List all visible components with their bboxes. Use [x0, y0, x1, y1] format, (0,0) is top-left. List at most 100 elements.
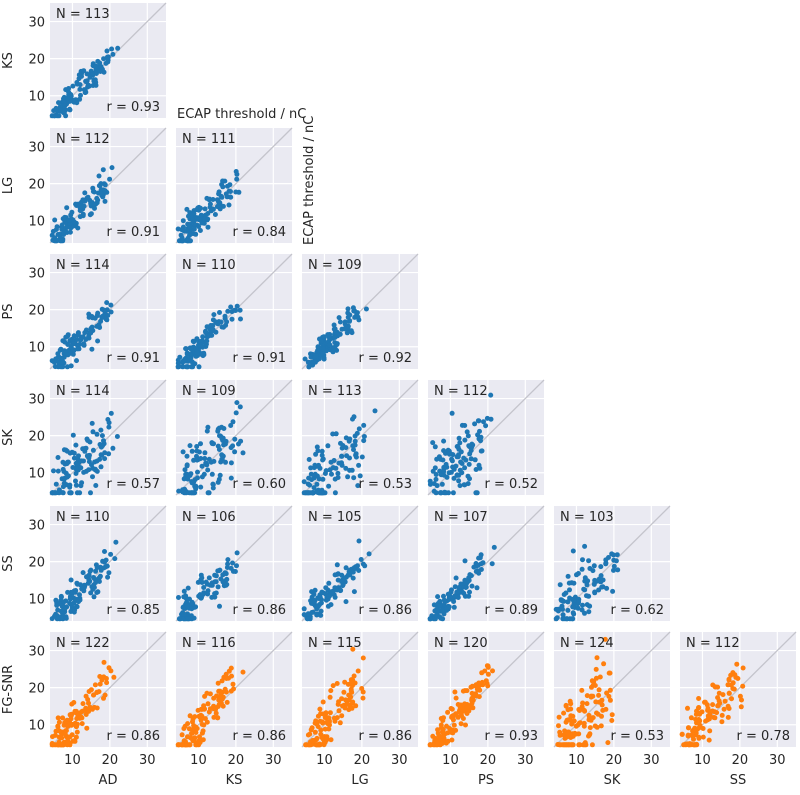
column-method-label: SS	[730, 773, 747, 788]
data-point	[226, 202, 232, 208]
data-point	[80, 570, 86, 576]
data-point	[556, 714, 562, 720]
r-label: r = 0.93	[107, 100, 160, 115]
data-point	[232, 449, 238, 455]
n-label: N = 105	[308, 510, 362, 525]
identity-line	[301, 379, 419, 496]
scatter-panel: N = 105 r = 0.86	[301, 505, 419, 622]
data-point	[58, 594, 64, 600]
data-point	[726, 677, 732, 683]
data-point	[191, 226, 197, 232]
data-point	[472, 421, 478, 427]
data-point	[57, 728, 62, 734]
data-point	[563, 719, 569, 725]
data-point	[67, 229, 73, 235]
data-point	[586, 609, 592, 615]
data-point	[206, 709, 212, 715]
data-point	[89, 325, 95, 331]
n-label: N = 103	[560, 510, 614, 525]
data-point	[430, 468, 436, 474]
data-point	[740, 683, 746, 689]
data-point	[99, 314, 105, 319]
data-point	[227, 182, 233, 188]
data-point	[565, 573, 571, 579]
data-point	[73, 482, 79, 488]
data-point	[441, 438, 447, 444]
data-point	[65, 352, 71, 358]
data-point	[77, 490, 83, 496]
data-point	[209, 332, 215, 338]
data-point	[686, 725, 691, 731]
data-point	[343, 445, 349, 451]
data-point	[332, 594, 338, 600]
data-point	[458, 459, 464, 465]
data-point	[70, 83, 76, 89]
data-point	[587, 725, 593, 731]
data-point	[342, 326, 348, 332]
data-point	[314, 481, 320, 487]
data-point	[240, 669, 246, 675]
n-label: N = 112	[686, 636, 740, 651]
scatter-panel: N = 115 r = 0.86	[301, 631, 419, 748]
data-point	[593, 675, 599, 681]
data-point	[449, 410, 455, 416]
data-point	[88, 330, 94, 336]
data-point	[199, 463, 205, 469]
data-point	[462, 437, 468, 443]
data-point	[596, 587, 602, 593]
data-point	[211, 695, 217, 701]
n-label: N = 112	[434, 384, 488, 399]
data-point	[360, 695, 366, 701]
data-point	[363, 306, 369, 312]
data-point	[561, 592, 567, 597]
data-point	[201, 722, 207, 728]
data-point	[431, 602, 437, 608]
data-point	[441, 715, 446, 721]
data-point	[200, 592, 206, 597]
data-point	[450, 490, 456, 496]
data-point	[462, 558, 468, 564]
data-point	[49, 741, 55, 746]
data-point	[333, 465, 339, 471]
data-point	[356, 568, 362, 573]
data-point	[211, 312, 217, 318]
data-point	[188, 346, 194, 352]
data-point	[427, 481, 433, 487]
data-point	[427, 616, 433, 622]
data-point	[72, 738, 78, 744]
data-point	[468, 456, 474, 462]
scatter-panel: N = 110 r = 0.85 10 20 30	[28, 505, 167, 622]
data-point	[93, 63, 99, 69]
data-point	[475, 418, 481, 424]
data-point	[343, 465, 349, 471]
data-point	[110, 51, 116, 57]
data-point	[480, 560, 486, 566]
data-point	[73, 471, 79, 476]
data-point	[333, 585, 339, 591]
data-point	[328, 459, 334, 465]
data-point	[180, 218, 186, 224]
data-point	[593, 699, 599, 705]
data-point	[614, 552, 620, 558]
data-point	[710, 682, 716, 688]
n-label: N = 114	[56, 384, 110, 399]
data-point	[469, 583, 475, 589]
data-point	[475, 562, 481, 568]
data-point	[210, 485, 216, 491]
data-point	[240, 450, 246, 456]
data-point	[337, 720, 343, 726]
data-point	[711, 715, 717, 720]
scatter-panel: N = 116 r = 0.86	[175, 631, 293, 748]
data-point	[213, 710, 219, 716]
data-point	[343, 565, 349, 571]
data-point	[356, 462, 362, 468]
data-point	[228, 189, 233, 194]
data-point	[110, 445, 116, 451]
data-point	[318, 727, 324, 733]
data-point	[580, 557, 585, 563]
data-point	[187, 356, 193, 362]
y-tick-label: 10	[28, 719, 45, 734]
data-point	[320, 699, 326, 705]
data-point	[215, 203, 221, 209]
